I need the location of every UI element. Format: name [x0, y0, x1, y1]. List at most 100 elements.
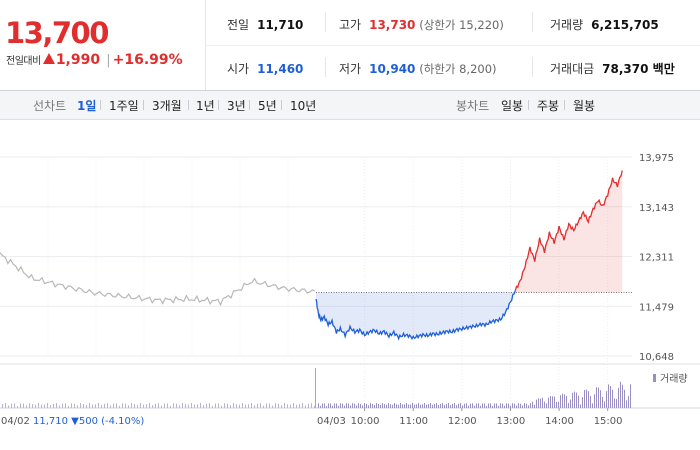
volume-bar: [616, 398, 617, 408]
volume-bar: [628, 396, 629, 408]
volume-bar: [188, 404, 189, 408]
x-tick-label: 15:00: [594, 416, 623, 427]
change-value: 1,990: [55, 52, 101, 68]
volume-bar: [554, 396, 555, 408]
volume-bar: [167, 403, 168, 408]
upper-limit: (상한가 15,220): [419, 18, 504, 32]
tab-1y[interactable]: 1년: [196, 99, 215, 113]
volume-bar: [176, 403, 177, 408]
volume-bar: [470, 403, 471, 408]
quote-panel: 13,700 전일대비 1,990 | +16.99% 전일 11,710 고가 13,…: [0, 0, 700, 91]
tab-10y[interactable]: 10년: [290, 99, 317, 113]
volume-bar: [89, 403, 90, 408]
tab-1w[interactable]: 1주일: [109, 99, 139, 113]
volume-bar: [454, 403, 455, 408]
volume-bar: [582, 397, 583, 408]
volume-bar: [293, 403, 294, 408]
x-axis: 04/02 11,710 ▼500 (-4.10%) 04/03 10:00 11:00…: [1, 408, 623, 427]
tab-3m[interactable]: 3개월: [152, 99, 182, 113]
volume-bar: [360, 403, 361, 408]
volume-bar: [520, 403, 521, 408]
volume-bar: [544, 401, 545, 408]
volume-bar: [8, 405, 9, 408]
volume-bar: [630, 384, 631, 408]
volume-bar: [348, 403, 349, 408]
volume-bar: [556, 402, 557, 408]
stat-label: 저가: [339, 62, 362, 76]
volume-bar: [254, 405, 255, 408]
volume-bar: [426, 404, 427, 408]
volume-bar: [552, 396, 553, 408]
volume-bar: [227, 403, 228, 408]
stat-volume: 거래량 6,215,705: [550, 16, 659, 33]
volume-bar: [618, 387, 619, 408]
volume-bar: [251, 403, 252, 408]
tab-daily[interactable]: 일봉: [501, 99, 524, 113]
volume-bar: [38, 403, 39, 408]
volume-bar: [480, 405, 481, 408]
volume-bar: [484, 403, 485, 408]
tab-weekly[interactable]: 주봉: [537, 99, 560, 113]
volume-bar: [558, 401, 559, 408]
volume-bar: [68, 405, 69, 408]
stat-open: 시가 11,460: [227, 60, 303, 77]
volume-bar: [626, 400, 627, 408]
volume-bar: [305, 405, 306, 408]
volume-bar: [516, 405, 517, 408]
volume-bar: [376, 403, 377, 408]
volume-bar: [404, 404, 405, 408]
volume-bar: [620, 381, 621, 408]
current-price: 13,700: [5, 16, 109, 50]
volume-bar: [448, 403, 449, 408]
volume-bar: [444, 405, 445, 408]
volume-bar: [278, 403, 279, 408]
volume-bar: [104, 403, 105, 408]
volume-bar: [462, 405, 463, 408]
volume-bar: [600, 390, 601, 408]
volume-bar: [528, 405, 529, 408]
volume-bar: [113, 403, 114, 408]
volume-bar: [242, 403, 243, 408]
volume-bar: [245, 404, 246, 408]
volume-bar: [488, 403, 489, 408]
volume-bar: [532, 401, 533, 408]
volume-bar: [440, 404, 441, 408]
tab-monthly[interactable]: 월봉: [573, 99, 596, 113]
volume-bar: [572, 392, 573, 408]
volume-bar: [340, 403, 341, 408]
volume-bar: [472, 403, 473, 408]
volume-bar: [128, 405, 129, 408]
volume-bar: [346, 403, 347, 408]
volume-bar: [378, 404, 379, 408]
col-divider: [532, 57, 533, 77]
change-label: 전일대비: [6, 56, 41, 67]
tab-1d[interactable]: 1일: [77, 99, 97, 113]
volume-bar: [536, 399, 537, 408]
volume-bar: [56, 403, 57, 408]
volume-bar: [590, 396, 591, 408]
volume-bar: [374, 405, 375, 408]
volume-bar: [610, 385, 611, 408]
volume-bar: [203, 405, 204, 408]
volume-bar: [101, 405, 102, 408]
volume-bar: [95, 404, 96, 408]
volume-bar: [200, 403, 201, 408]
change-percent: +16.99%: [112, 52, 183, 68]
volume-bar: [604, 401, 605, 408]
today-down-line: [315, 290, 516, 341]
stat-prev-close: 전일 11,710: [227, 16, 303, 33]
change-separator: |: [106, 53, 111, 68]
volume-bar: [32, 404, 33, 408]
volume-bar: [149, 403, 150, 408]
tab-3y[interactable]: 3년: [227, 99, 246, 113]
above-baseline-area: [515, 170, 623, 293]
tab-divider: [281, 100, 282, 110]
volume-bar: [332, 405, 333, 408]
y-tick-label: 10,648: [639, 352, 674, 363]
tab-5y[interactable]: 5년: [258, 99, 277, 113]
volume-bar: [224, 403, 225, 408]
volume-bar: [396, 404, 397, 408]
volume-bar: [248, 404, 249, 408]
volume-bar: [269, 403, 270, 408]
volume-bar: [614, 398, 615, 408]
